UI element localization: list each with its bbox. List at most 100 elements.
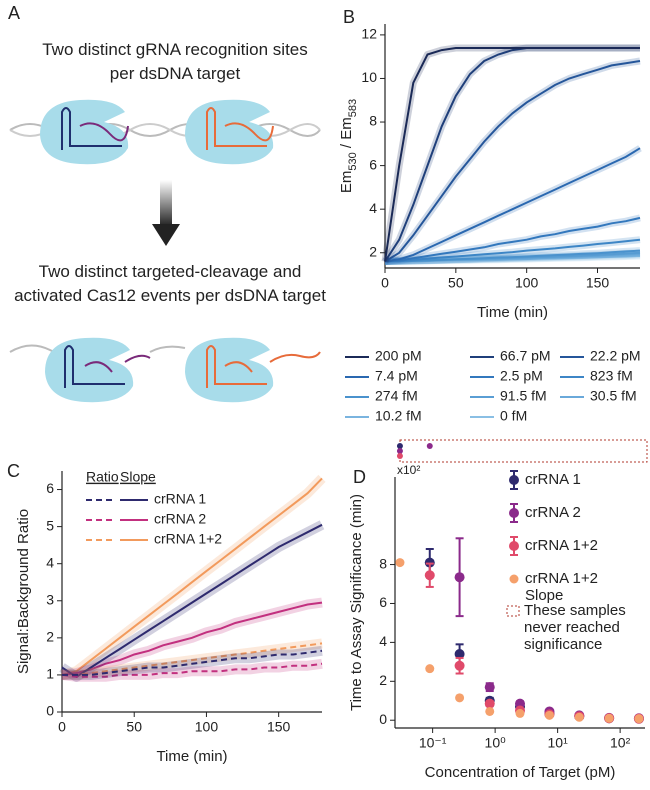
point	[484, 698, 495, 709]
panel-label: C	[7, 461, 20, 481]
legend-note-box: These samples never reached significance	[524, 602, 626, 653]
legend-label: 22.2 pM	[590, 348, 641, 364]
y-tick-label: 5	[46, 517, 54, 533]
x-tick-label: 150	[586, 275, 610, 291]
y-tick-label: 2	[379, 672, 387, 688]
x-tick-label: 50	[448, 275, 464, 291]
y-tick-label: 8	[369, 113, 377, 129]
point	[485, 706, 495, 716]
line	[61, 601, 323, 676]
legend-marker	[509, 574, 519, 584]
y-tick-label: 12	[361, 26, 377, 42]
never-reached-point	[396, 443, 403, 449]
line-halo	[383, 57, 641, 265]
legend-label: 0 fM	[500, 408, 527, 424]
y-tick-label: 6	[369, 156, 377, 172]
x-tick-label: 10²	[610, 735, 631, 751]
never-reached-box	[399, 439, 648, 463]
y-tick-label: 6	[46, 480, 54, 496]
axis-label-part: Signal:Background Ratio	[15, 509, 32, 674]
line	[384, 147, 641, 263]
x-tick-label: 0	[58, 719, 66, 735]
line	[61, 477, 323, 676]
legend-label: crRNA 1+2	[154, 531, 222, 547]
axis-label: Em530 / Em583	[338, 99, 359, 193]
axis-label-part: Em	[338, 171, 355, 194]
legend-label: 2.5 pM	[500, 368, 543, 384]
point	[395, 558, 405, 568]
legend-label: crRNA 2	[525, 504, 581, 521]
never-reached-point	[426, 443, 433, 449]
y-tick-label: 2	[46, 629, 54, 645]
diagram-bottom-text: Two distinct targeted-cleavage and activ…	[14, 262, 326, 305]
line	[61, 523, 323, 678]
y-tick-label: 2	[369, 243, 377, 259]
x-axis-label: Time (min)	[477, 304, 548, 321]
legend-label: crRNA 1	[525, 471, 581, 488]
y-tick-label: 4	[46, 554, 54, 570]
panel-label: A	[8, 3, 20, 23]
legend-label: 823 fM	[590, 368, 633, 384]
x-tick-label: 100	[195, 719, 219, 735]
legend-label: 30.5 fM	[590, 388, 637, 404]
y-tick-label: 4	[369, 200, 377, 216]
legend-marker	[509, 508, 519, 518]
legend-marker	[509, 475, 519, 485]
point	[484, 682, 495, 693]
axis-label: Time to Assay Significance (min)	[348, 494, 365, 711]
point	[454, 649, 465, 660]
dna-diagram-bottom	[9, 337, 321, 403]
legend-header: Ratio	[86, 469, 119, 485]
dna-diagram-top	[9, 99, 321, 165]
legend-note: These samples never reached significance	[524, 602, 626, 653]
line	[62, 649, 323, 676]
legend-label-box: crRNA 1+2	[525, 537, 598, 554]
legend-label: crRNA 1+2 Slope	[525, 570, 598, 604]
legend-label: 10.2 fM	[375, 408, 422, 424]
legend-label: 91.5 fM	[500, 388, 547, 404]
legend-label: 200 pM	[375, 348, 422, 364]
y-tick-label: 0	[379, 711, 387, 727]
y-tick-label: 1	[46, 666, 54, 682]
legend-label: crRNA 2	[154, 511, 206, 527]
x-axis-label: Time (min)	[156, 748, 227, 765]
line	[384, 216, 641, 263]
x-axis-label: Concentration of Target (pM)	[425, 764, 616, 781]
arrow-head	[152, 224, 180, 246]
line	[62, 642, 323, 676]
legend-label: crRNA 1	[154, 491, 206, 507]
legend-label-box: crRNA 1	[525, 471, 581, 488]
legend-label: 274 fM	[375, 388, 418, 404]
y-tick-label: 8	[379, 555, 387, 571]
y-tick-label: 0	[46, 703, 54, 719]
legend-note-swatch	[506, 605, 520, 617]
line	[384, 60, 641, 263]
y-tick-label: 4	[379, 633, 387, 649]
axis-label-part: 530	[347, 152, 359, 170]
y-tick-label: 6	[379, 594, 387, 610]
axis-label-part: / Em	[338, 117, 355, 152]
legend-label: 7.4 pM	[375, 368, 418, 384]
line-halo	[382, 44, 640, 264]
y-tick-label: 10	[361, 69, 377, 85]
panel-label: D	[353, 467, 366, 487]
point	[604, 713, 614, 723]
legend-label: crRNA 1+2	[525, 537, 598, 554]
legend-label: 66.7 pM	[500, 348, 551, 364]
point	[454, 572, 465, 583]
x-tick-label: 100	[515, 275, 539, 291]
legend-marker	[509, 541, 519, 551]
diagram-top-text: Two distinct gRNA recognition sites per …	[42, 40, 308, 83]
line	[384, 238, 641, 263]
arrow-shaft	[160, 180, 172, 226]
never-reached-point	[396, 453, 403, 459]
x-tick-label: 150	[267, 719, 291, 735]
line	[384, 47, 640, 263]
x-tick-label: 50	[126, 719, 142, 735]
line	[384, 249, 641, 263]
x-tick-label: 0	[381, 275, 389, 291]
legend-label-box: crRNA 1+2 Slope	[525, 570, 598, 604]
y-tick-label: 3	[46, 591, 54, 607]
